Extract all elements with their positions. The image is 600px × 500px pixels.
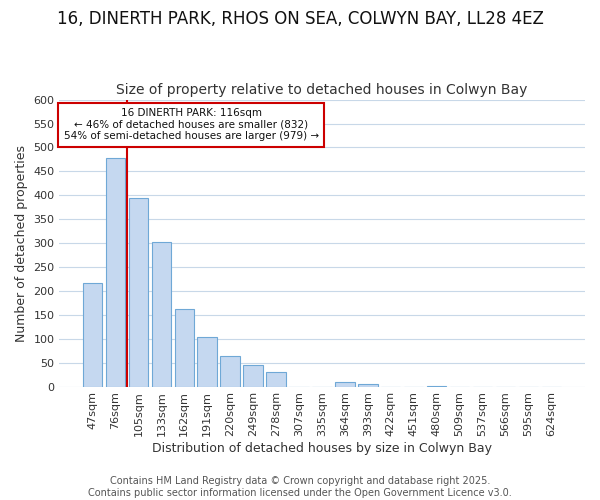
Bar <box>152 242 171 387</box>
Bar <box>427 386 446 387</box>
Bar <box>128 198 148 387</box>
Y-axis label: Number of detached properties: Number of detached properties <box>15 145 28 342</box>
Bar <box>175 309 194 387</box>
Bar <box>266 372 286 387</box>
Bar <box>83 282 102 387</box>
Bar <box>197 337 217 387</box>
Text: 16 DINERTH PARK: 116sqm
← 46% of detached houses are smaller (832)
54% of semi-d: 16 DINERTH PARK: 116sqm ← 46% of detache… <box>64 108 319 142</box>
Text: Contains HM Land Registry data © Crown copyright and database right 2025.
Contai: Contains HM Land Registry data © Crown c… <box>88 476 512 498</box>
Bar <box>335 382 355 387</box>
Bar <box>358 384 377 387</box>
Bar <box>220 356 240 387</box>
X-axis label: Distribution of detached houses by size in Colwyn Bay: Distribution of detached houses by size … <box>152 442 492 455</box>
Bar <box>244 364 263 387</box>
Title: Size of property relative to detached houses in Colwyn Bay: Size of property relative to detached ho… <box>116 83 527 97</box>
Text: 16, DINERTH PARK, RHOS ON SEA, COLWYN BAY, LL28 4EZ: 16, DINERTH PARK, RHOS ON SEA, COLWYN BA… <box>56 10 544 28</box>
Bar <box>106 158 125 387</box>
